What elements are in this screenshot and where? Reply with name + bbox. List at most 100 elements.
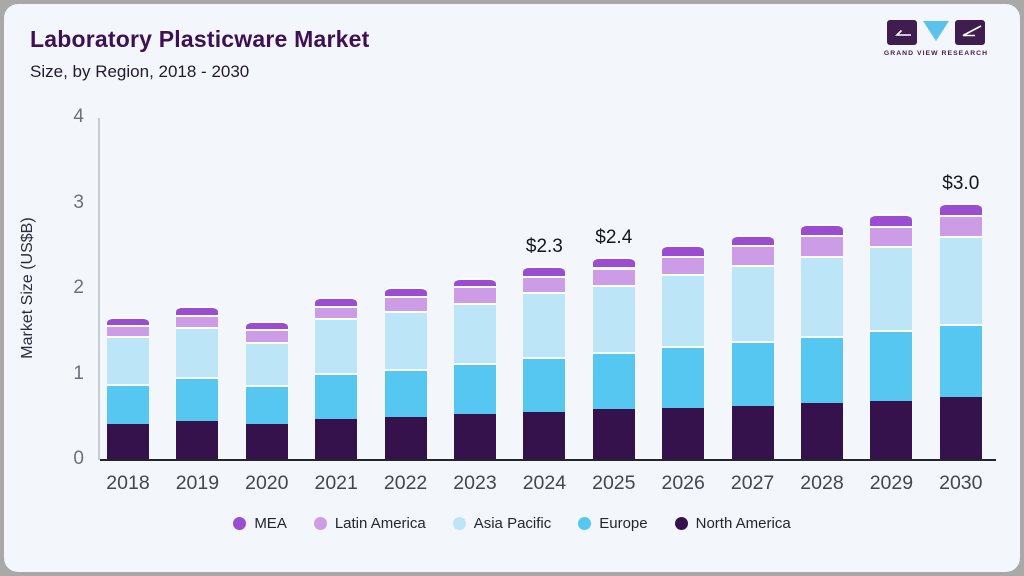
- bar-segment-asia-pacific: [662, 274, 705, 347]
- logo-marks: [887, 20, 985, 46]
- stacked-bar-2018: [107, 317, 149, 459]
- bar-segment-north-america: [245, 423, 288, 459]
- logo-r-icon: [955, 20, 985, 45]
- bar-segment-latin-america: [454, 286, 496, 304]
- x-tick-label: 2023: [453, 472, 497, 494]
- legend-dot-icon: [578, 517, 592, 530]
- bar-segment-north-america: [939, 397, 982, 459]
- y-tick-label: 2: [73, 277, 84, 298]
- bar-segment-north-america: [731, 406, 774, 459]
- bar-segment-latin-america: [731, 245, 774, 265]
- bar-segment-asia-pacific: [870, 246, 913, 330]
- legend-dot-icon: [313, 517, 327, 530]
- stacked-bar-2024: [523, 265, 566, 459]
- bar-value-label: $2.3: [525, 235, 563, 257]
- stacked-bar-2025: [592, 257, 635, 459]
- bar-segment-north-america: [592, 409, 635, 459]
- bar-segment-mea: [801, 223, 843, 235]
- bar-segment-latin-america: [523, 276, 566, 293]
- bar-segment-mea: [523, 265, 566, 277]
- bar-segment-asia-pacific: [384, 311, 427, 370]
- bar-segment-mea: [731, 235, 774, 246]
- legend-item-mea: MEA: [233, 515, 287, 532]
- legend-label: Europe: [599, 515, 648, 532]
- bar-segment-north-america: [870, 400, 913, 459]
- bar-segment-europe: [315, 372, 358, 419]
- bar-value-label: $2.4: [595, 227, 633, 249]
- bar-segment-latin-america: [176, 314, 219, 328]
- x-tick-label: 2026: [661, 472, 705, 494]
- logo-g-icon: [887, 20, 917, 45]
- bar-segment-europe: [384, 369, 427, 418]
- bar-segment-mea: [176, 305, 219, 315]
- x-tick-label: 2018: [106, 472, 150, 494]
- x-tick-label: 2019: [175, 472, 220, 494]
- bar-segment-europe: [592, 352, 635, 410]
- legend-item-asia-pacific: Asia Pacific: [452, 515, 552, 532]
- bar-segment-latin-america: [870, 225, 913, 247]
- y-tick-label: 4: [73, 106, 84, 127]
- bar-segment-latin-america: [662, 255, 705, 275]
- x-tick-label: 2022: [383, 472, 428, 494]
- y-axis-title: Market Size (US$B): [19, 217, 36, 359]
- stacked-bar-2023: [454, 277, 496, 459]
- brand-logo: GRAND VIEW RESEARCH: [884, 20, 988, 57]
- bar-segment-europe: [454, 363, 496, 414]
- bar-segment-north-america: [176, 420, 219, 459]
- page-subtitle: Size, by Region, 2018 - 2030: [30, 62, 250, 81]
- bar-segment-europe: [523, 357, 566, 412]
- bar-segment-europe: [939, 323, 982, 398]
- bar-segment-north-america: [384, 417, 427, 459]
- bar-segment-asia-pacific: [731, 264, 774, 342]
- bar-segment-north-america: [801, 402, 843, 459]
- bar-segment-latin-america: [801, 235, 843, 256]
- bar-segment-asia-pacific: [592, 284, 635, 353]
- bar-segment-mea: [107, 317, 149, 325]
- bar-segment-north-america: [315, 418, 358, 459]
- legend-item-europe: Europe: [578, 515, 648, 532]
- bar-segment-latin-america: [939, 215, 982, 236]
- chart-area: Market Size (US$B) 0 1 2 3 4 $2.3 $2.4 $3.0 20…: [4, 4, 1020, 572]
- x-tick-label: 2028: [800, 472, 844, 494]
- y-tick-label: 3: [73, 191, 84, 213]
- bar-segment-mea: [245, 321, 288, 330]
- stacked-bar-2021: [315, 297, 358, 459]
- stacked-bar-2030: [939, 202, 982, 459]
- legend: MEA Latin America Asia Pacific Europe North …: [4, 515, 1020, 532]
- legend-item-latin-america: Latin America: [313, 515, 426, 532]
- bar-segment-mea: [662, 245, 705, 256]
- bar-segment-europe: [245, 385, 288, 424]
- bar-segment-asia-pacific: [801, 255, 843, 336]
- x-tick-label: 2025: [592, 472, 636, 494]
- legend-label: Asia Pacific: [473, 515, 552, 532]
- bar-segment-asia-pacific: [107, 335, 149, 384]
- legend-label: North America: [695, 515, 791, 532]
- bar-segment-north-america: [662, 407, 705, 459]
- bar-segment-europe: [870, 329, 913, 401]
- brand-name: GRAND VIEW RESEARCH: [883, 50, 989, 57]
- bar-segment-latin-america: [592, 267, 635, 285]
- legend-label: MEA: [254, 515, 287, 532]
- page-title: Laboratory Plasticware Market: [30, 26, 370, 52]
- stacked-bar-2020: [245, 321, 288, 459]
- legend-item-north-america: North America: [674, 515, 791, 532]
- bar-segment-latin-america: [107, 324, 149, 336]
- bar-segment-latin-america: [384, 295, 427, 312]
- bar-segment-north-america: [107, 423, 149, 459]
- bar-segment-mea: [592, 257, 635, 268]
- bar-segment-mea: [384, 287, 427, 296]
- bar-segment-asia-pacific: [939, 235, 982, 324]
- bar-value-label: $3.0: [942, 172, 980, 194]
- x-tick-label: 2024: [522, 472, 567, 494]
- x-tick-label: 2027: [730, 472, 775, 494]
- legend-dot-icon: [452, 517, 466, 530]
- bar-segment-latin-america: [245, 329, 288, 342]
- bar-segment-europe: [731, 341, 774, 406]
- bar-segment-asia-pacific: [176, 327, 219, 377]
- bar-segment-asia-pacific: [523, 292, 566, 358]
- bar-segment-europe: [176, 376, 219, 421]
- bar-segment-mea: [870, 213, 913, 226]
- legend-label: Latin America: [334, 515, 426, 532]
- bar-segment-asia-pacific: [245, 341, 288, 386]
- bar-segment-asia-pacific: [315, 317, 358, 373]
